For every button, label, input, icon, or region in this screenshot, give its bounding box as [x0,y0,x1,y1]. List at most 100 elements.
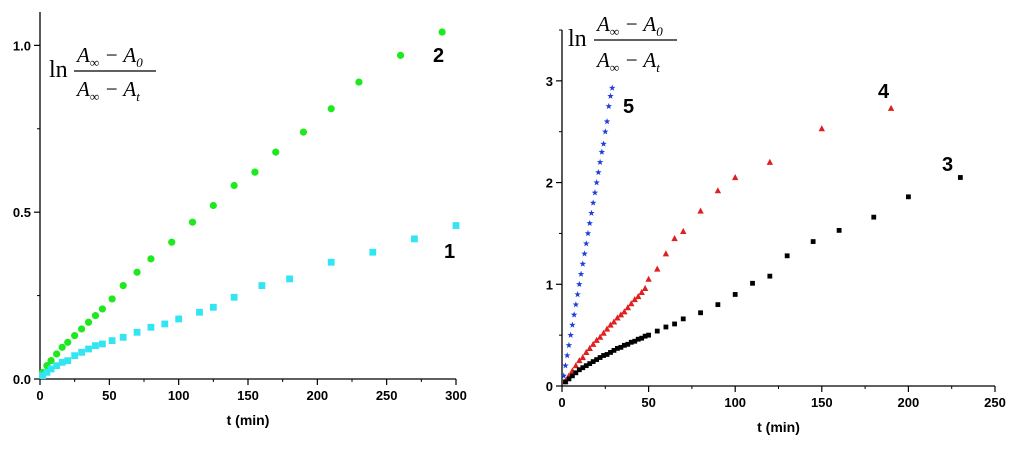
data-point [766,158,774,165]
data-point [209,201,217,210]
data-point [586,219,593,227]
data-point [957,175,963,180]
data-point [887,104,895,111]
data-point [603,325,611,332]
data-point [133,268,141,276]
x-tick-label: 0 [36,388,43,403]
data-point [58,358,66,366]
data-point [625,341,631,347]
data-point [53,350,61,358]
left-chart-formula: ln A∞ − A0 A∞ − At [49,43,156,104]
x-tick-label: 300 [445,388,467,403]
data-point [58,343,66,351]
svg-text:A∞ − A0: A∞ − A0 [75,43,143,70]
data-point [71,352,79,360]
data-point [563,379,568,385]
data-point [600,329,607,336]
data-point [576,367,582,373]
svg-text:A∞ − A0: A∞ − A0 [595,12,663,39]
data-point [147,323,155,331]
data-point [230,181,238,190]
data-point [598,148,606,155]
data-point [671,235,678,242]
data-point [396,51,405,59]
x-tick-label: 100 [168,388,190,403]
x-tick-label: 50 [641,395,655,410]
data-point [161,320,169,328]
data-point [175,315,183,323]
data-point [590,359,596,364]
data-point [608,350,613,355]
data-point [565,341,573,349]
data-point [272,148,280,156]
x-axis-label: t (min) [757,419,800,435]
data-point [584,230,592,237]
y-tick-label: 0 [546,379,553,394]
data-point [597,355,603,360]
data-point [642,333,648,339]
data-point [600,140,607,147]
data-point [715,302,721,308]
data-point [53,362,61,370]
data-point [251,168,259,176]
data-point [570,311,578,318]
chart-2: 0 50 100 150 200 250 0 1 2 3 t (min) 5 4 3 [546,29,1006,435]
data-point [78,325,86,333]
data-point [39,372,47,380]
data-point [581,250,588,257]
data-point [438,28,446,36]
data-point [71,332,79,340]
data-point [871,214,877,220]
series-5 [560,84,616,379]
data-point [64,357,72,365]
data-point [639,335,645,341]
data-point [596,333,604,340]
data-point [604,352,610,357]
data-point [906,194,911,200]
data-point [591,189,599,196]
data-point [588,209,595,216]
chart-1: 0 50 100 150 200 250 300 0.0 0.5 1.0 t (min) 2 1 [13,12,467,428]
data-point [327,258,335,266]
data-point [680,316,686,322]
data-point [638,288,645,296]
data-point [168,238,176,246]
data-point [133,328,141,336]
data-point [580,365,586,371]
data-point [586,344,593,351]
data-point [624,304,632,311]
data-point [697,207,704,214]
data-point [836,227,842,233]
x-tick-label: 150 [237,388,259,403]
data-point [563,352,571,359]
series-1 [39,222,460,380]
data-point [635,292,642,300]
data-point [99,340,106,348]
data-point [750,280,755,286]
data-point [601,353,606,358]
data-point [98,305,106,313]
x-tick-label: 200 [306,388,328,403]
data-point [579,354,586,361]
data-point [810,239,816,244]
data-point [714,187,722,194]
data-point [569,373,575,379]
data-point [631,296,638,303]
data-point [411,235,418,243]
x-tick-label: 200 [898,395,920,410]
data-point [607,92,614,99]
data-point [732,292,738,297]
data-point [583,363,589,369]
data-point [147,255,155,263]
series-label: 2 [433,45,444,67]
y-tick-label: 1.0 [13,38,31,53]
data-point [108,337,116,345]
data-point [589,199,597,206]
data-point [605,102,612,110]
data-point [572,301,580,308]
data-point [608,84,616,91]
data-point [573,370,579,376]
data-point [579,260,587,267]
